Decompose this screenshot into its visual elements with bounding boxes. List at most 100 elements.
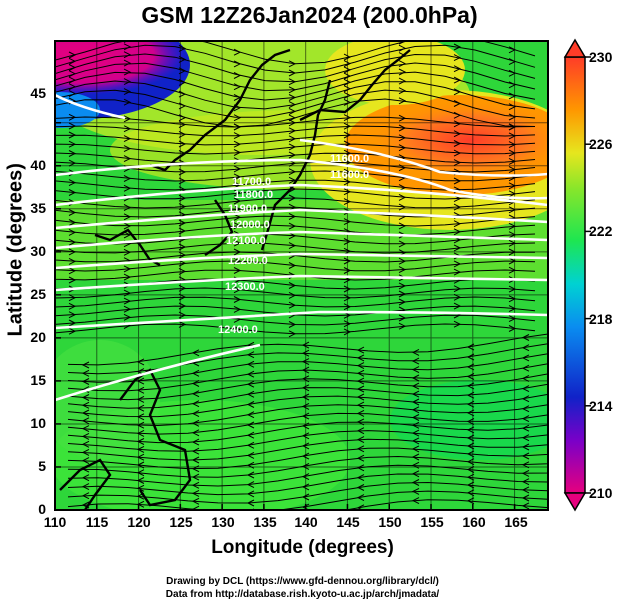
streamline-arrow: [343, 66, 352, 74]
streamline-arrow: [521, 443, 530, 451]
streamline: [55, 224, 536, 236]
streamline-arrow: [68, 150, 77, 157]
streamline: [55, 62, 536, 92]
streamline: [67, 353, 548, 383]
streamline-arrow: [343, 72, 352, 80]
streamline-arrow: [521, 374, 530, 382]
streamline-arrow: [123, 88, 132, 96]
streamline-arrow: [301, 442, 310, 450]
plot-frame: [54, 40, 549, 511]
streamline-arrow: [178, 121, 187, 129]
streamline-arrow: [301, 349, 310, 357]
streamline-arrow: [521, 469, 530, 477]
streamline-arrow: [453, 244, 462, 252]
streamline: [55, 80, 536, 110]
streamline-arrow: [453, 302, 462, 310]
field-patch: [55, 340, 160, 460]
streamline-arrow: [123, 184, 132, 192]
streamline-arrow: [288, 262, 297, 269]
streamline-arrow: [301, 393, 310, 401]
streamline-arrow: [178, 251, 187, 259]
streamline-arrow: [178, 168, 187, 176]
streamline-arrow: [288, 135, 297, 143]
streamline-arrow: [343, 114, 352, 122]
streamline: [67, 363, 548, 392]
streamline-arrow: [233, 140, 242, 148]
streamline-arrow: [136, 404, 145, 412]
streamline-arrow: [453, 159, 462, 167]
streamline-arrow: [411, 429, 420, 437]
streamline-arrow: [454, 34, 460, 40]
streamline-arrow: [508, 206, 517, 214]
map-field: 11600.0 11600.0 11700.0 11800.0 11900.0 …: [55, 34, 548, 510]
contour: [55, 274, 548, 292]
streamline-arrow: [398, 222, 407, 230]
streamline-arrow: [136, 461, 145, 469]
streamline-arrow: [233, 181, 242, 189]
streamline-arrow: [178, 78, 187, 86]
streamline-arrow: [123, 265, 132, 273]
streamline: [67, 343, 548, 375]
streamline-arrow: [521, 415, 530, 423]
streamline: [55, 53, 536, 83]
streamline-arrow: [178, 177, 187, 185]
warm-core: [370, 100, 548, 180]
streamline-arrow: [123, 68, 132, 76]
streamline: [55, 323, 536, 335]
streamline-arrow: [343, 178, 352, 186]
streamline-arrow: [398, 134, 407, 142]
streamline-arrow: [411, 479, 420, 486]
streamline-arrow: [301, 432, 310, 440]
streamline: [67, 438, 548, 461]
streamline-arrow: [521, 486, 530, 494]
colorbar-tick-marks: [585, 56, 591, 494]
contour-label: 11900.0: [228, 203, 267, 215]
streamline-arrow: [81, 501, 90, 509]
streamline-arrow: [178, 55, 187, 63]
streamline-arrow: [81, 440, 90, 448]
streamline-arrow: [398, 77, 407, 85]
streamline-arrow: [123, 155, 132, 163]
streamline-arrow: [288, 321, 297, 328]
x-tick-label: 125: [169, 514, 193, 530]
y-tick-label: 35: [30, 200, 46, 216]
streamline-arrow: [123, 305, 132, 313]
streamline-arrow: [343, 60, 352, 68]
streamline-arrow: [398, 164, 407, 172]
x-tick-label: 155: [420, 514, 444, 530]
streamline-arrow: [466, 489, 475, 497]
streamline-arrow: [521, 461, 530, 469]
streamline-arrow: [191, 369, 200, 377]
contour-label: 12000.0: [230, 219, 270, 231]
streamline-arrow: [356, 377, 365, 385]
streamline-arrow: [508, 113, 517, 121]
streamline-arrow: [453, 293, 462, 301]
contour: [55, 310, 548, 330]
streamline-arrow: [466, 373, 475, 380]
streamline-arrow: [466, 481, 475, 489]
x-tick-label: 110: [43, 514, 67, 530]
streamline: [55, 41, 536, 65]
y-tick-label: 40: [30, 157, 46, 173]
streamline-arrow: [343, 149, 352, 157]
streamline-arrow: [356, 445, 365, 453]
streamline-arrow: [521, 334, 530, 341]
streamline-arrow: [81, 483, 90, 491]
streamline-arrow: [356, 484, 365, 491]
streamline-arrow: [81, 474, 90, 482]
streamline-arrow: [508, 190, 517, 198]
streamline-arrow: [356, 436, 365, 444]
streamline: [55, 116, 536, 128]
streamline-arrow: [411, 445, 420, 453]
streamline-arrow: [508, 141, 517, 149]
streamline-arrow: [288, 291, 297, 299]
streamline-arrow: [123, 231, 132, 239]
streamline-arrow: [191, 465, 200, 473]
streamline-arrow: [246, 461, 255, 469]
streamline-arrow: [178, 219, 187, 227]
streamline-arrow: [466, 497, 475, 505]
streamline: [55, 89, 536, 119]
streamline-arrow: [356, 393, 365, 401]
streamline-arrow: [68, 257, 77, 265]
contour: [55, 158, 548, 200]
